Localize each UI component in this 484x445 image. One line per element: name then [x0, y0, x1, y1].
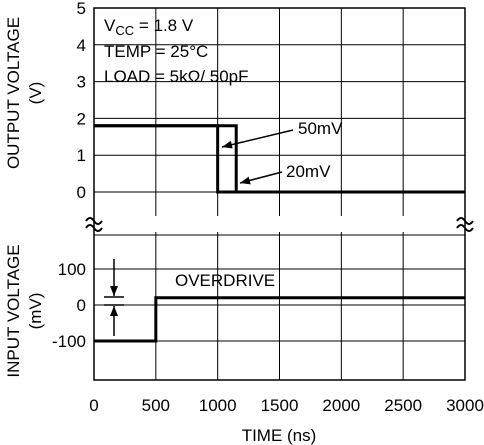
- y-tick-label-input: -100: [52, 332, 86, 351]
- condition-load: LOAD = 5kΩ/ 50pF: [104, 67, 249, 86]
- y-tick-label-output: 0: [77, 183, 86, 202]
- y-tick-label-input: 0: [77, 296, 86, 315]
- arrow-50mv-head: [222, 140, 233, 149]
- y-axis-label-input-unit: (mV): [26, 293, 45, 330]
- x-tick-label: 0: [89, 396, 98, 415]
- x-tick-label: 2000: [322, 396, 360, 415]
- plot-frame: [93, 7, 466, 381]
- y-tick-label-output: 4: [77, 36, 86, 55]
- y-axis-label-output-unit: (V): [26, 82, 45, 105]
- y-tick-label-output: 1: [77, 146, 86, 165]
- condition-vcc: VCC = 1.8 V: [104, 16, 194, 38]
- x-tick-label: 2500: [384, 396, 422, 415]
- x-tick-label: 1500: [261, 396, 299, 415]
- axis-break: [70, 216, 484, 232]
- annotations: [104, 129, 294, 336]
- y-tick-label-output: 2: [77, 109, 86, 128]
- overdrive-label: OVERDRIVE: [175, 271, 275, 290]
- overdrive-arrow-up-head: [110, 306, 118, 316]
- series-label-50mv: 50mV: [298, 119, 343, 138]
- grid: [94, 8, 465, 380]
- y-tick-label-output: 5: [77, 0, 86, 18]
- x-tick-label: 500: [142, 396, 170, 415]
- series-label-20mv: 20mV: [286, 162, 331, 181]
- overdrive-arrow-down-head: [110, 286, 118, 296]
- y-axis-label-output: OUTPUT VOLTAGE: [4, 17, 23, 169]
- condition-temp: TEMP = 25°C: [104, 42, 208, 61]
- break-gap: [70, 216, 484, 232]
- y-tick-label-output: 3: [77, 73, 86, 92]
- plot-border: [93, 7, 466, 381]
- x-tick-label: 3000: [446, 396, 484, 415]
- y-axis-label-input: INPUT VOLTAGE: [4, 244, 23, 377]
- x-axis-label: TIME (ns): [242, 426, 317, 445]
- y-tick-label-input: 100: [58, 260, 86, 279]
- x-tick-label: 1000: [199, 396, 237, 415]
- arrow-50mv: [221, 129, 294, 148]
- series-line-20mv: [94, 124, 465, 194]
- tick-labels: 0 500 1000 1500 2000 2500 3000 0 1 2 3 4 5 -100 0 100: [52, 0, 484, 415]
- arrow-20mv-head: [240, 176, 251, 185]
- series-layer: [94, 124, 465, 343]
- series-line-input: [94, 296, 465, 343]
